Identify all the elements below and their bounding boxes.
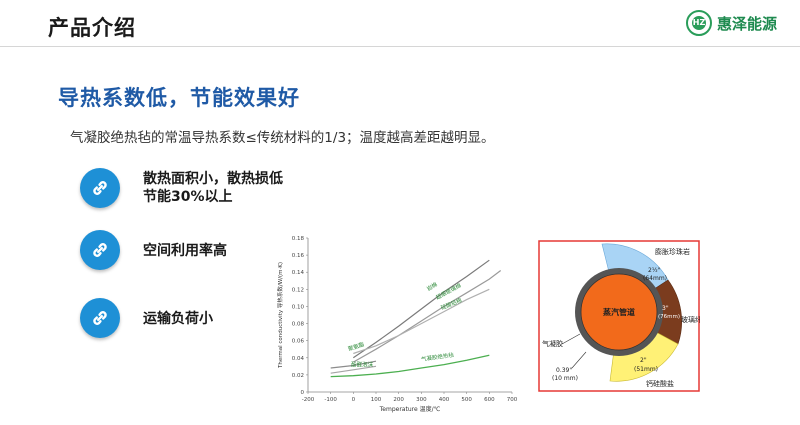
calcium-silicate-label: 钙硅酸盐 bbox=[646, 379, 674, 388]
link-icon bbox=[80, 168, 120, 208]
insulation-diagram: 蒸汽管道 膨胀珍珠岩 2½" (64mm) 3" (76mm) 玻璃纤维 2" … bbox=[538, 240, 709, 392]
steam-pipe bbox=[580, 273, 658, 351]
aerogel-thickness-pointer bbox=[571, 351, 587, 369]
y-tick-label: 0.18 bbox=[292, 236, 305, 242]
aerogel-mm: (10 mm) bbox=[552, 375, 578, 382]
series-line-5 bbox=[330, 354, 490, 378]
x-tick-label: 400 bbox=[439, 397, 450, 403]
series-line-0 bbox=[352, 259, 490, 359]
fiberglass-label: 玻璃纤维 bbox=[681, 315, 700, 324]
feature-3-text: 运输负荷小 bbox=[143, 311, 213, 327]
pipe-label: 蒸汽管道 bbox=[603, 307, 635, 317]
x-tick-label: -100 bbox=[324, 397, 337, 403]
diagram-svg: 蒸汽管道 膨胀珍珠岩 2½" (64mm) 3" (76mm) 玻璃纤维 2" … bbox=[538, 240, 709, 392]
x-tick-label: 500 bbox=[461, 397, 472, 403]
x-tick-label: 600 bbox=[484, 397, 495, 403]
y-tick-label: 0.06 bbox=[292, 339, 305, 345]
perlite-thickness: 2½" bbox=[648, 267, 661, 274]
x-axis-label: Temperature 温度/℃ bbox=[379, 405, 441, 413]
y-axis-label: Thermal conductivity 导热系数/W/(m·K) bbox=[276, 262, 284, 369]
logo-mark-letters: HZ bbox=[692, 16, 706, 30]
thermal-conductivity-chart: 0 0.02 0.04 0.06 0.08 0.10 0.12 0.14 0.16 0.18 -20… bbox=[272, 228, 518, 414]
y-tick-label: 0.04 bbox=[292, 356, 305, 362]
series-line-2 bbox=[353, 288, 490, 355]
y-tick-label: 0.16 bbox=[292, 253, 305, 259]
series-line-1 bbox=[353, 270, 502, 363]
y-tick-label: 0.12 bbox=[292, 287, 304, 293]
link-icon bbox=[80, 298, 120, 338]
x-tick-label: 700 bbox=[507, 397, 518, 403]
x-tick-label: 300 bbox=[416, 397, 427, 403]
calcium-silicate-thickness: 2" bbox=[640, 357, 647, 364]
subtitle: 气凝胶绝热毡的常温导热系数≤传统材料的1/3；温度越高差距越明显。 bbox=[70, 130, 495, 146]
link-icon bbox=[80, 230, 120, 270]
chart-svg: 0 0.02 0.04 0.06 0.08 0.10 0.12 0.14 0.16 0.18 -20… bbox=[276, 236, 518, 413]
feature-1-line2: 节能30%以上 bbox=[143, 189, 233, 205]
calcium-silicate-mm: (51mm) bbox=[634, 366, 658, 373]
x-tick-label: 0 bbox=[352, 397, 356, 403]
series-label-0: 岩棉 bbox=[425, 280, 439, 293]
series-line-4 bbox=[330, 365, 377, 374]
perlite-mm: (64mm) bbox=[643, 275, 667, 282]
fiberglass-mm: (76mm) bbox=[658, 314, 680, 320]
feature-2-text: 空间利用率高 bbox=[143, 243, 227, 259]
feature-1-line1: 散热面积小，散热损低 bbox=[143, 171, 283, 187]
company-logo: HZ 惠泽能源 bbox=[686, 8, 777, 38]
series-label-5: 气凝胶绝热毡 bbox=[420, 351, 454, 364]
headline: 导热系数低，节能效果好 bbox=[58, 86, 300, 110]
header-bar: 产品介绍 HZ 惠泽能源 bbox=[0, 0, 800, 47]
y-tick-label: 0.10 bbox=[292, 304, 305, 310]
x-tick-label: -200 bbox=[302, 397, 315, 403]
y-tick-label: 0.14 bbox=[292, 270, 305, 276]
series-line-3 bbox=[330, 360, 377, 369]
y-tick-label: 0.08 bbox=[292, 322, 305, 328]
aerogel-pointer bbox=[561, 333, 581, 345]
logo-mark-icon: HZ bbox=[686, 10, 712, 36]
x-tick-label: 200 bbox=[393, 397, 404, 403]
series-label-4: 酚醛泡沫 bbox=[351, 360, 374, 368]
page-title: 产品介绍 bbox=[48, 16, 136, 40]
x-tick-label: 100 bbox=[371, 397, 382, 403]
aerogel-thickness: 0.39" bbox=[556, 367, 572, 374]
y-tick-label: 0 bbox=[301, 390, 305, 396]
perlite-label: 膨胀珍珠岩 bbox=[655, 247, 690, 256]
aerogel-label: 气凝胶 bbox=[542, 339, 563, 348]
logo-text: 惠泽能源 bbox=[717, 14, 778, 33]
y-tick-label: 0.02 bbox=[292, 373, 304, 379]
feature-1-text: 散热面积小，散热损低 节能30%以上 bbox=[143, 170, 283, 206]
fiberglass-thickness: 3" bbox=[662, 305, 669, 312]
